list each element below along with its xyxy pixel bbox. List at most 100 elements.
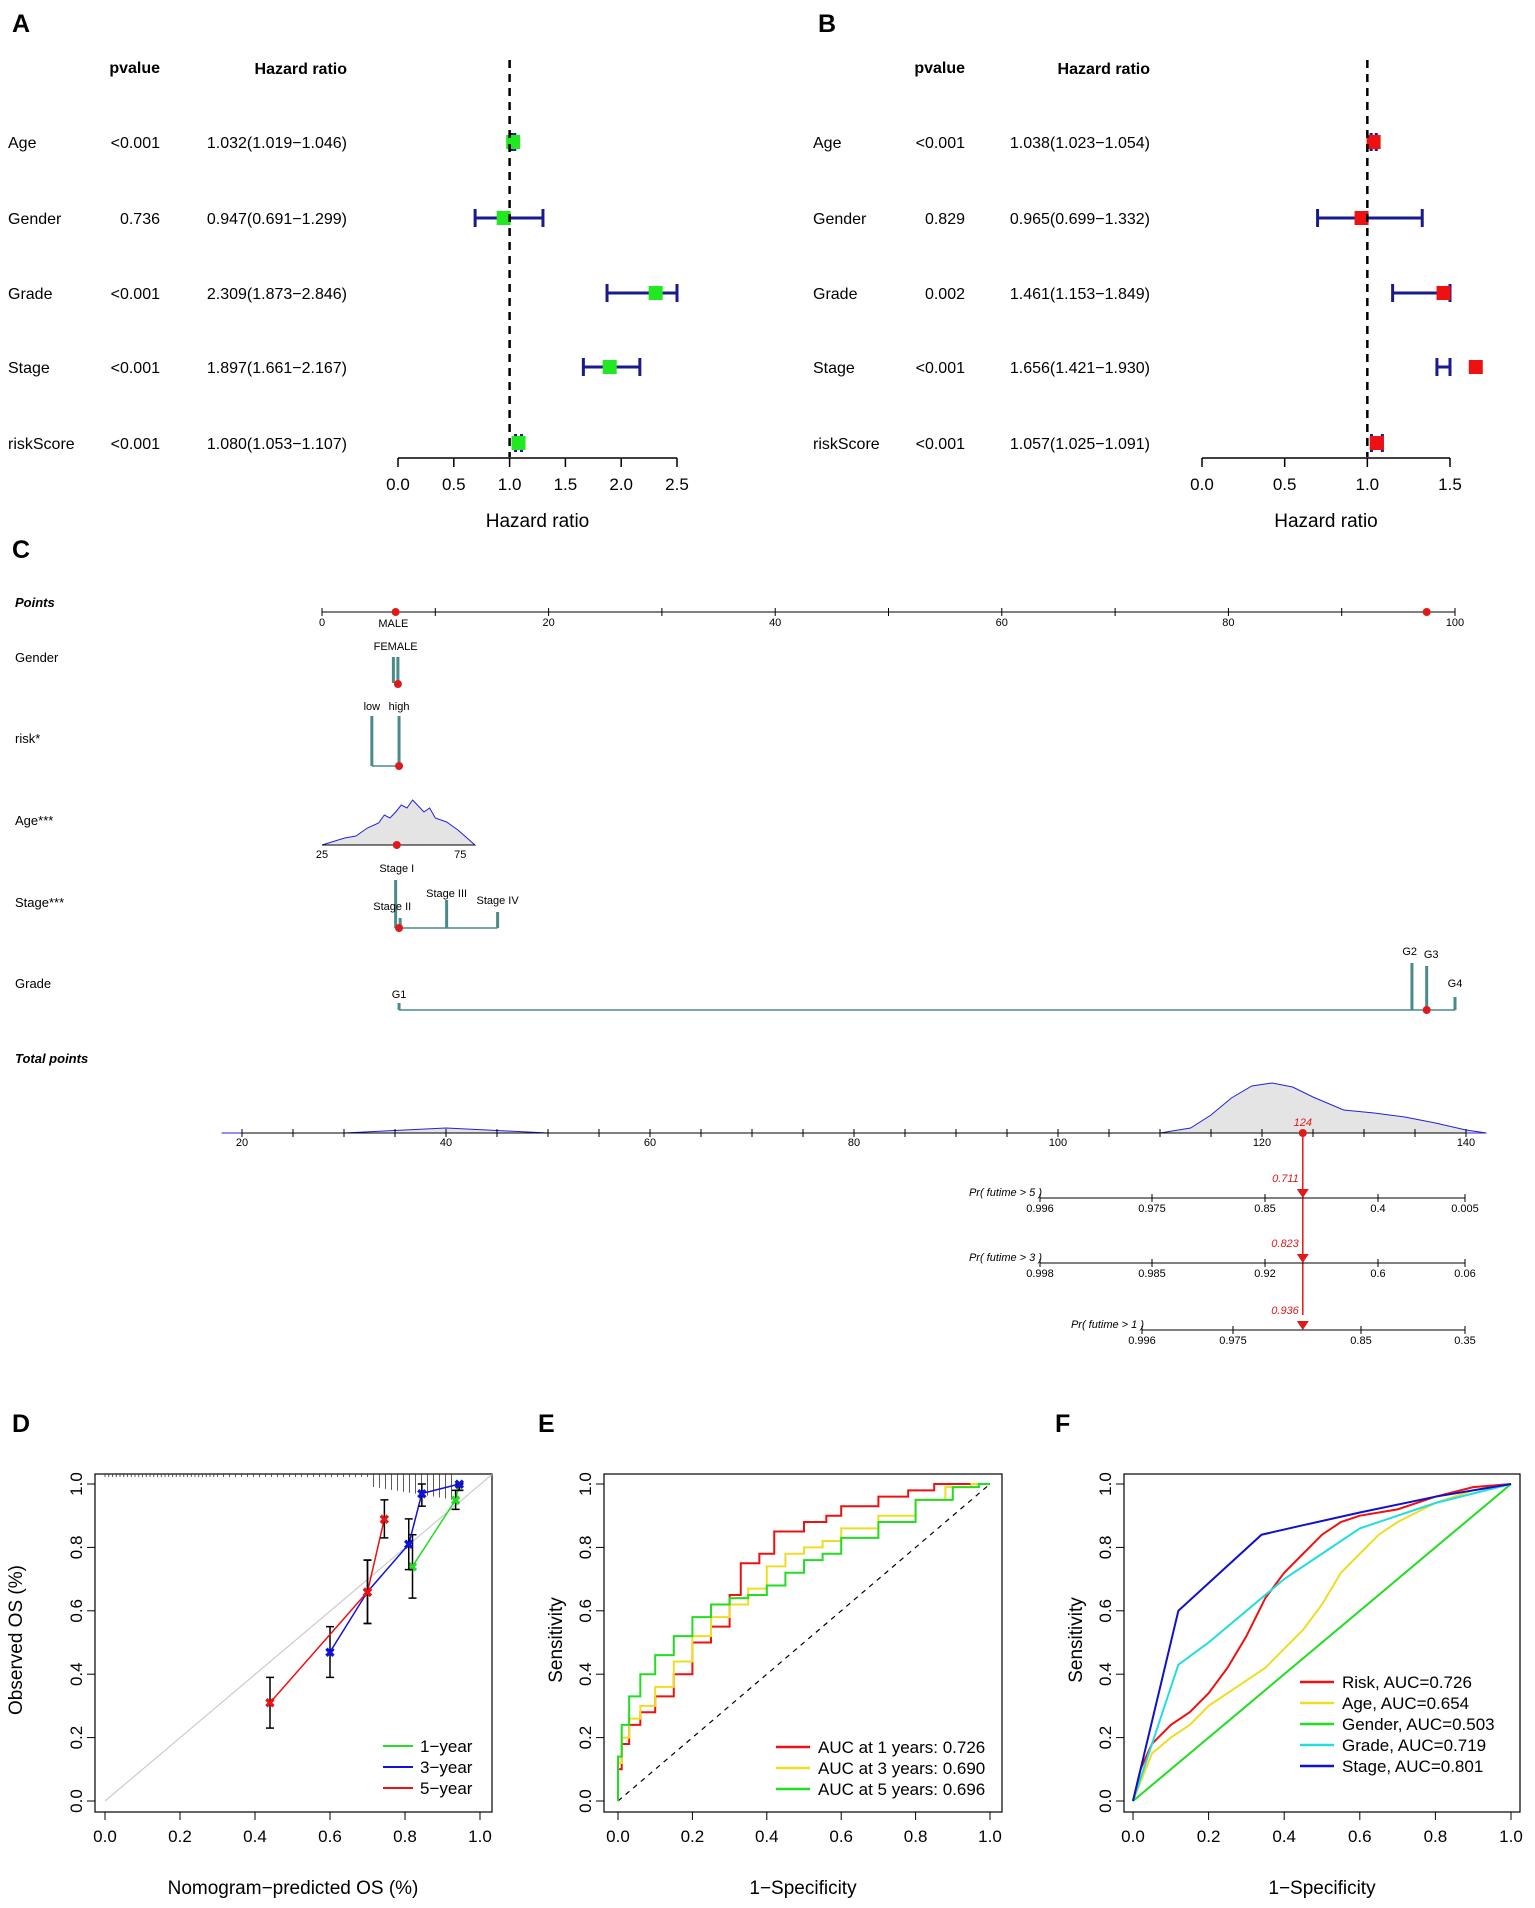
x-tick-label: 1.5 (554, 475, 578, 494)
x-tick-label: 0.2 (168, 1827, 192, 1846)
hr-marker (1366, 135, 1381, 149)
survival-tick-label: 0.92 (1254, 1268, 1275, 1280)
y-tick-label: 0.6 (576, 1599, 595, 1623)
legend-label: Grade, AUC=0.719 (1342, 1736, 1486, 1755)
x-tick-label: 0.8 (1424, 1827, 1448, 1846)
grade-marker (1422, 1006, 1431, 1014)
nomogram-row-label: Total points (15, 1051, 88, 1066)
survival-arrow (1296, 1321, 1309, 1330)
panel-label-b: B (818, 10, 836, 38)
x-tick-label: 0.0 (1190, 475, 1214, 494)
survival-tick-label: 0.4 (1370, 1203, 1385, 1215)
survival-label: Pr( futime > 5 ) (969, 1187, 1042, 1199)
row-label: Age (8, 135, 37, 152)
x-tick-label: 0.5 (442, 475, 466, 494)
row-label: riskScore (813, 436, 880, 453)
panel-label-a: A (12, 10, 30, 38)
plot-frame (603, 1473, 1003, 1813)
x-axis-label: 1−Specificity (749, 1878, 857, 1899)
survival-tick-label: 0.996 (1026, 1203, 1054, 1215)
risk-marker (395, 762, 404, 770)
grade-level: G1 (392, 989, 407, 1001)
hr-marker (1354, 211, 1369, 225)
data-point: ✖ (403, 1537, 414, 1552)
x-tick-label: 0.8 (393, 1827, 417, 1846)
pvalue-header: pvalue (109, 60, 160, 77)
survival-label: Pr( futime > 3 ) (969, 1252, 1042, 1264)
legend-label: 1−year (420, 1737, 473, 1756)
nomogram-row-label: Points (15, 595, 55, 610)
row-hr-text: 1.656(1.421−1.930) (1010, 360, 1150, 377)
age-tick-label: 25 (316, 849, 328, 861)
x-tick-label: 0.0 (93, 1827, 117, 1846)
risk-level: high (389, 701, 410, 713)
y-tick-label: 1.0 (1096, 1472, 1115, 1496)
y-tick-label: 0.0 (1096, 1789, 1115, 1813)
nomogram-row-label: Gender (15, 650, 59, 665)
y-tick-label: 1.0 (576, 1472, 595, 1496)
stage-level: Stage IV (477, 895, 520, 907)
x-tick-label: 0.8 (904, 1827, 928, 1846)
row-label: Gender (8, 211, 62, 228)
points-tick-label: 60 (996, 617, 1008, 629)
stage-level: Stage II (373, 901, 411, 913)
x-tick-label: 0.5 (1273, 475, 1297, 494)
hr-marker (506, 135, 521, 149)
x-tick-label: 0.0 (606, 1827, 630, 1846)
points-marker (1422, 608, 1431, 616)
grade-level: G4 (1448, 978, 1463, 990)
row-hr-text: 2.309(1.873−2.846) (207, 286, 347, 303)
y-tick-label: 0.8 (67, 1536, 86, 1560)
roc-curve (1132, 1483, 1512, 1802)
survival-arrow (1296, 1254, 1309, 1263)
roc-plot-variables: 0.0 0.0 0.2 0.2 0.4 0.4 0.6 0.6 0.8 0.8 1.0 1.0 1−Sp… (1066, 1472, 1523, 1899)
y-tick-label: 0.4 (1096, 1662, 1115, 1686)
diagonal-line (617, 1483, 991, 1802)
survival-tick-label: 0.005 (1451, 1203, 1479, 1215)
nomogram-row-label: risk* (15, 731, 40, 746)
hr-marker (511, 436, 526, 450)
nomogram-row-label: Age*** (15, 813, 53, 828)
row-label: Grade (813, 286, 858, 303)
x-tick-label: 0.4 (755, 1827, 779, 1846)
data-point: ✖ (450, 1493, 461, 1508)
survival-tick-label: 0.35 (1454, 1335, 1475, 1347)
row-hr-text: 1.032(1.019−1.046) (207, 135, 347, 152)
roc-curve (617, 1483, 990, 1801)
hazard-ratio-header: Hazard ratio (255, 61, 348, 78)
gender-level: FEMALE (374, 641, 418, 653)
survival-label: Pr( futime > 1 ) (1071, 1319, 1144, 1331)
stage-marker (395, 924, 404, 932)
row-label: Stage (813, 360, 855, 377)
data-point: ✖ (379, 1512, 390, 1527)
row-hr-text: 1.038(1.023−1.054) (1010, 135, 1150, 152)
age-marker (392, 841, 401, 849)
panel-label-f: F (1055, 1410, 1070, 1438)
total-marker (1298, 1129, 1307, 1137)
row-hr-text: 1.080(1.053−1.107) (207, 436, 347, 453)
roc-curve (617, 1483, 990, 1801)
x-axis-label: Hazard ratio (1274, 511, 1378, 532)
legend-label: AUC at 1 years: 0.726 (818, 1738, 985, 1757)
survival-tick-label: 0.06 (1454, 1268, 1475, 1280)
total-tick-label: 140 (1457, 1137, 1475, 1149)
row-label: riskScore (8, 436, 75, 453)
total-value: 124 (1294, 1117, 1312, 1129)
x-tick-label: 1.0 (1499, 1827, 1523, 1846)
roc-curve (617, 1483, 990, 1801)
row-pvalue: 0.829 (925, 211, 965, 228)
points-tick-label: 80 (1222, 617, 1234, 629)
points-tick-label: 20 (542, 617, 554, 629)
survival-tick-label: 0.85 (1350, 1335, 1371, 1347)
survival-tick-label: 0.975 (1138, 1203, 1166, 1215)
gender-marker (393, 680, 402, 688)
x-tick-label: 2.0 (609, 475, 633, 494)
survival-value: 0.823 (1271, 1238, 1299, 1250)
row-hr-text: 1.461(1.153−1.849) (1010, 286, 1150, 303)
grade-level: G2 (1402, 946, 1417, 958)
x-tick-label: 1.0 (1356, 475, 1380, 494)
panel-label-d: D (12, 1410, 30, 1438)
stage-level: Stage III (426, 888, 467, 900)
legend-label: Risk, AUC=0.726 (1342, 1673, 1472, 1692)
